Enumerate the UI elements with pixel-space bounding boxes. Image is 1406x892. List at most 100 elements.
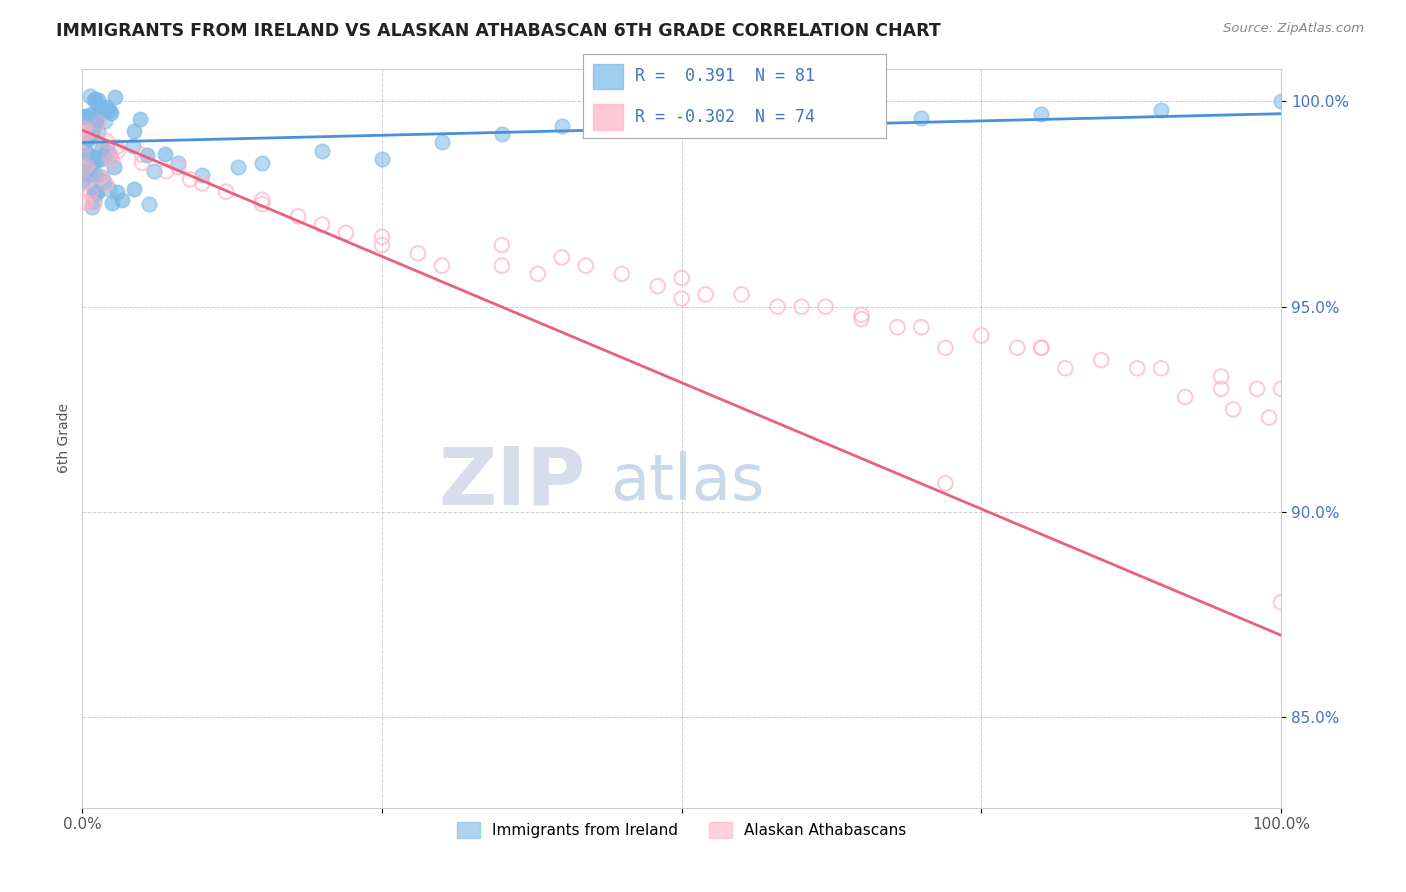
Point: [84, 150, 107, 164]
Point: [110, 193, 132, 207]
Point: [73, 120, 96, 134]
Point: [131, 156, 153, 170]
Point: [83, 186, 105, 201]
Point: [84, 169, 107, 184]
Point: [129, 112, 152, 126]
Point: [72, 110, 94, 124]
Point: [77, 112, 100, 126]
Point: [87, 115, 110, 129]
Point: [87, 112, 110, 126]
Point: [84, 153, 107, 167]
Point: [551, 119, 574, 133]
Point: [970, 328, 993, 343]
Point: [87, 125, 110, 139]
Point: [84, 150, 107, 164]
Point: [73, 128, 96, 143]
Point: [96, 145, 118, 160]
Point: [82, 200, 104, 214]
Point: [131, 148, 153, 162]
Text: Source: ZipAtlas.com: Source: ZipAtlas.com: [1223, 22, 1364, 36]
Point: [191, 169, 214, 183]
Point: [371, 152, 394, 166]
Point: [122, 182, 145, 196]
Point: [86, 186, 108, 200]
Point: [83, 93, 105, 107]
Point: [89, 99, 111, 113]
Point: [136, 148, 159, 162]
Point: [80, 106, 103, 120]
Point: [96, 145, 118, 160]
Point: [77, 125, 100, 139]
Point: [76, 153, 98, 168]
Point: [167, 160, 190, 174]
Point: [1090, 353, 1112, 368]
Point: [76, 160, 98, 174]
Point: [83, 194, 105, 209]
Point: [107, 186, 129, 200]
Point: [90, 169, 112, 184]
Point: [100, 106, 122, 120]
Point: [491, 127, 513, 141]
Point: [167, 156, 190, 170]
Point: [610, 267, 633, 281]
Point: [647, 279, 669, 293]
Point: [82, 119, 104, 133]
Point: [1174, 390, 1197, 404]
Point: [104, 90, 127, 104]
Point: [430, 136, 453, 150]
Point: [94, 100, 117, 114]
Point: [72, 147, 94, 161]
Point: [191, 177, 214, 191]
Point: [82, 125, 104, 139]
Point: [77, 148, 100, 162]
Point: [311, 218, 333, 232]
Point: [851, 312, 873, 326]
Point: [79, 167, 101, 181]
Point: [1246, 382, 1268, 396]
Point: [527, 267, 550, 281]
Point: [575, 259, 598, 273]
Point: [105, 140, 128, 154]
Point: [73, 175, 96, 189]
Point: [90, 169, 112, 184]
Point: [72, 110, 94, 124]
Point: [94, 134, 117, 148]
Point: [94, 113, 117, 128]
Point: [129, 112, 152, 126]
Bar: [592, 104, 623, 130]
Point: [89, 99, 111, 113]
Text: IMMIGRANTS FROM IRELAND VS ALASKAN ATHABASCAN 6TH GRADE CORRELATION CHART: IMMIGRANTS FROM IRELAND VS ALASKAN ATHAB…: [56, 22, 941, 40]
Point: [886, 320, 908, 334]
Point: [98, 148, 121, 162]
Point: [72, 110, 94, 124]
Point: [1054, 361, 1077, 376]
Point: [934, 476, 956, 491]
Point: [77, 125, 100, 139]
Point: [73, 164, 96, 178]
Point: [101, 196, 124, 211]
Point: [766, 300, 789, 314]
Point: [83, 196, 105, 211]
Bar: [592, 63, 623, 89]
Point: [86, 186, 108, 200]
Point: [84, 117, 107, 131]
Point: [73, 175, 96, 189]
Point: [122, 182, 145, 196]
Point: [76, 160, 98, 174]
Point: [1270, 95, 1292, 109]
Point: [103, 160, 125, 174]
Point: [98, 148, 121, 162]
Point: [87, 115, 110, 129]
Point: [73, 166, 96, 180]
Point: [287, 210, 309, 224]
Point: [72, 120, 94, 135]
Point: [83, 186, 105, 200]
Point: [77, 132, 100, 146]
Point: [910, 111, 932, 125]
Point: [86, 110, 108, 124]
Point: [97, 182, 120, 196]
Point: [72, 175, 94, 189]
Point: [87, 93, 110, 107]
Point: [76, 131, 98, 145]
Point: [76, 146, 98, 161]
